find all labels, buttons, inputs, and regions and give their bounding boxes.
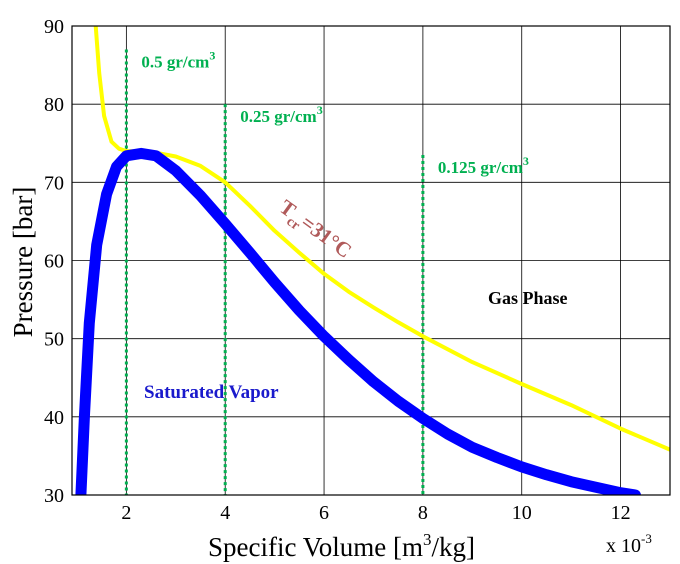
x-tick-label: 6 bbox=[319, 502, 329, 524]
y-tick-label: 60 bbox=[44, 251, 64, 273]
grid-lines bbox=[72, 25, 670, 496]
density-label: 0.5 gr/cm3 bbox=[141, 48, 215, 71]
y-tick-label: 70 bbox=[44, 172, 64, 194]
density-label-text: 0.25 gr/cm bbox=[240, 107, 316, 126]
svg-text:Tcr=31°C: Tcr=31°C bbox=[272, 195, 356, 267]
x-tick-label: 4 bbox=[220, 502, 230, 524]
density-label-text: 0.125 gr/cm bbox=[438, 158, 523, 177]
x-tick-label: 12 bbox=[611, 502, 631, 524]
density-label-sup: 3 bbox=[523, 154, 529, 168]
plot-frame bbox=[71, 25, 671, 496]
x-axis-label-sup: 3 bbox=[423, 530, 432, 549]
density-label: 0.25 gr/cm3 bbox=[240, 103, 322, 126]
curves bbox=[75, 26, 670, 495]
y-axis-label: Pressure [bar] bbox=[8, 187, 38, 338]
y-tick-label: 90 bbox=[44, 16, 64, 38]
x-multiplier-exp: -3 bbox=[641, 531, 652, 546]
density-label: 0.125 gr/cm3 bbox=[438, 154, 529, 177]
tcr-rest: =31°C bbox=[296, 210, 356, 263]
x-axis-label: Specific Volume [m3/kg] bbox=[208, 530, 475, 562]
gas-phase-label: Gas Phase bbox=[488, 288, 568, 308]
y-tick-label: 50 bbox=[44, 329, 64, 351]
x-multiplier: x 10-3 bbox=[606, 531, 652, 557]
isotherm-curve bbox=[93, 26, 670, 452]
y-tick-label: 80 bbox=[44, 94, 64, 116]
axis-ticks: 2 4 6 8 10 12 30 40 50 60 70 80 90 bbox=[44, 16, 631, 524]
x-axis-label-main: Specific Volume [m bbox=[208, 532, 423, 562]
density-label-sup: 3 bbox=[209, 48, 215, 62]
x-tick-label: 2 bbox=[121, 502, 131, 524]
saturated-vapor-label: Saturated Vapor bbox=[144, 382, 279, 403]
x-tick-label: 10 bbox=[512, 502, 532, 524]
x-axis-label-tail: /kg] bbox=[431, 532, 475, 562]
y-tick-label: 40 bbox=[44, 407, 64, 429]
x-multiplier-base: x 10 bbox=[606, 535, 641, 557]
x-tick-label: 8 bbox=[418, 502, 428, 524]
density-label-text: 0.5 gr/cm bbox=[141, 52, 209, 71]
saturated-vapor-curve bbox=[75, 147, 641, 495]
y-tick-label: 30 bbox=[44, 485, 64, 507]
density-label-sup: 3 bbox=[317, 103, 323, 117]
tcr-label: Tcr=31°C bbox=[272, 195, 356, 267]
